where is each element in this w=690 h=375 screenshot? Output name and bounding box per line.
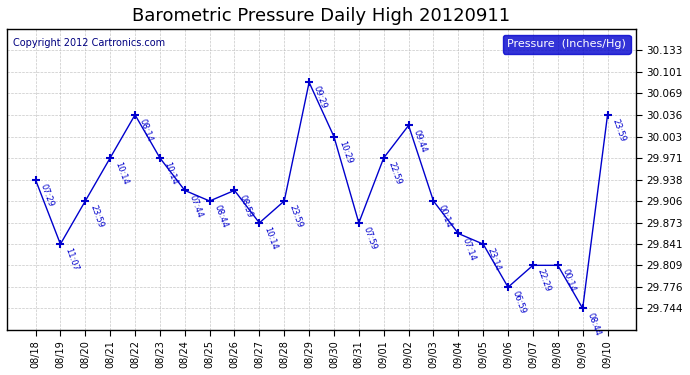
Text: 07:14: 07:14 (461, 236, 477, 262)
Text: 09:44: 09:44 (411, 128, 428, 154)
Text: 07:59: 07:59 (362, 226, 378, 251)
Text: 08:44: 08:44 (213, 204, 229, 229)
Title: Barometric Pressure Daily High 20120911: Barometric Pressure Daily High 20120911 (132, 7, 511, 25)
Text: 00:14: 00:14 (436, 204, 453, 229)
Text: 10:14: 10:14 (163, 160, 179, 186)
Text: 10:14: 10:14 (262, 226, 279, 251)
Text: 23:59: 23:59 (611, 118, 627, 143)
Text: 06:59: 06:59 (511, 290, 527, 315)
Text: 23:59: 23:59 (287, 204, 304, 229)
Text: 11:07: 11:07 (63, 247, 80, 272)
Text: 23:14: 23:14 (486, 247, 502, 272)
Text: 10:29: 10:29 (337, 140, 353, 165)
Text: 08:59: 08:59 (237, 193, 254, 219)
Text: 07:29: 07:29 (39, 183, 55, 208)
Text: 08:14: 08:14 (138, 118, 155, 143)
Text: 22:59: 22:59 (386, 160, 403, 186)
Text: 10:14: 10:14 (113, 160, 130, 186)
Text: 07:44: 07:44 (188, 193, 204, 219)
Text: 22:29: 22:29 (535, 268, 552, 294)
Legend: Pressure  (Inches/Hg): Pressure (Inches/Hg) (503, 35, 631, 54)
Text: 00:14: 00:14 (560, 268, 577, 294)
Text: 08:44: 08:44 (585, 311, 602, 337)
Text: Copyright 2012 Cartronics.com: Copyright 2012 Cartronics.com (13, 38, 166, 48)
Text: 09:29: 09:29 (312, 85, 328, 111)
Text: 23:59: 23:59 (88, 204, 105, 229)
